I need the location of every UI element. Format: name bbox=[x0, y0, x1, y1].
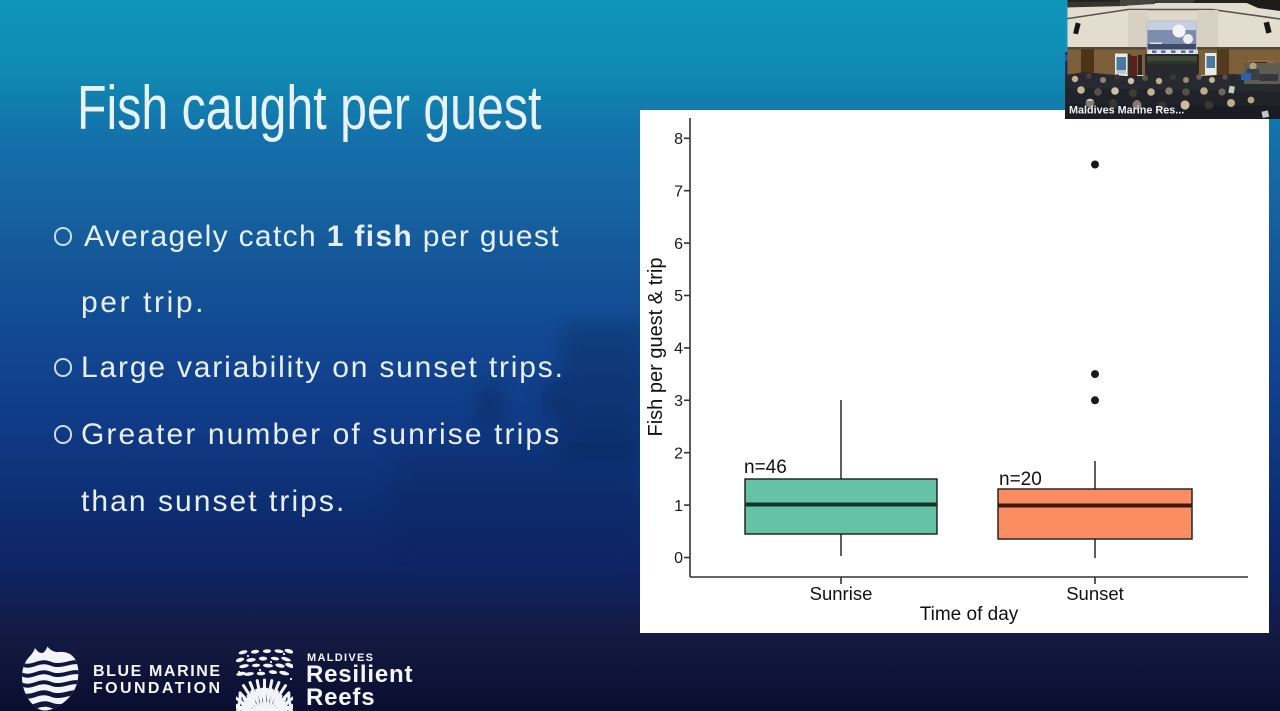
svg-text:Fish per guest & trip: Fish per guest & trip bbox=[645, 258, 667, 437]
svg-text:4: 4 bbox=[674, 341, 683, 358]
svg-text:n=46: n=46 bbox=[744, 457, 787, 478]
svg-text:5: 5 bbox=[674, 288, 683, 305]
svg-text:7: 7 bbox=[674, 183, 683, 200]
svg-text:8: 8 bbox=[674, 131, 683, 148]
svg-text:Sunset: Sunset bbox=[1066, 583, 1124, 604]
svg-text:Maldives Marine Res...: Maldives Marine Res... bbox=[1069, 105, 1184, 117]
svg-text:Sunrise: Sunrise bbox=[810, 583, 873, 604]
svg-text:Time of day: Time of day bbox=[920, 604, 1019, 625]
svg-text:2: 2 bbox=[674, 445, 683, 462]
svg-text:3: 3 bbox=[674, 393, 683, 410]
svg-text:6: 6 bbox=[674, 236, 683, 253]
svg-text:0: 0 bbox=[674, 550, 683, 567]
svg-text:1: 1 bbox=[674, 498, 683, 515]
svg-text:n=20: n=20 bbox=[999, 469, 1042, 490]
